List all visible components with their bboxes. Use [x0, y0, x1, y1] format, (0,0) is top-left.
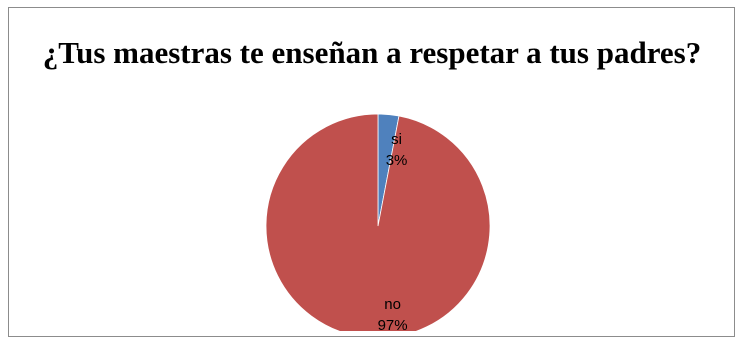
data-label-percent-si: 3%: [386, 152, 408, 169]
data-label-category-no: no: [384, 296, 401, 313]
chart-title: ¿Tus maestras te enseñan a respetar a tu…: [42, 35, 702, 70]
data-label-percent-no: 97%: [378, 317, 408, 331]
slice-labels: si 3% no 97%: [378, 131, 408, 331]
pie-slice-no: [265, 113, 491, 331]
data-label-category-si: si: [391, 131, 402, 148]
pie-slices: [265, 113, 491, 331]
